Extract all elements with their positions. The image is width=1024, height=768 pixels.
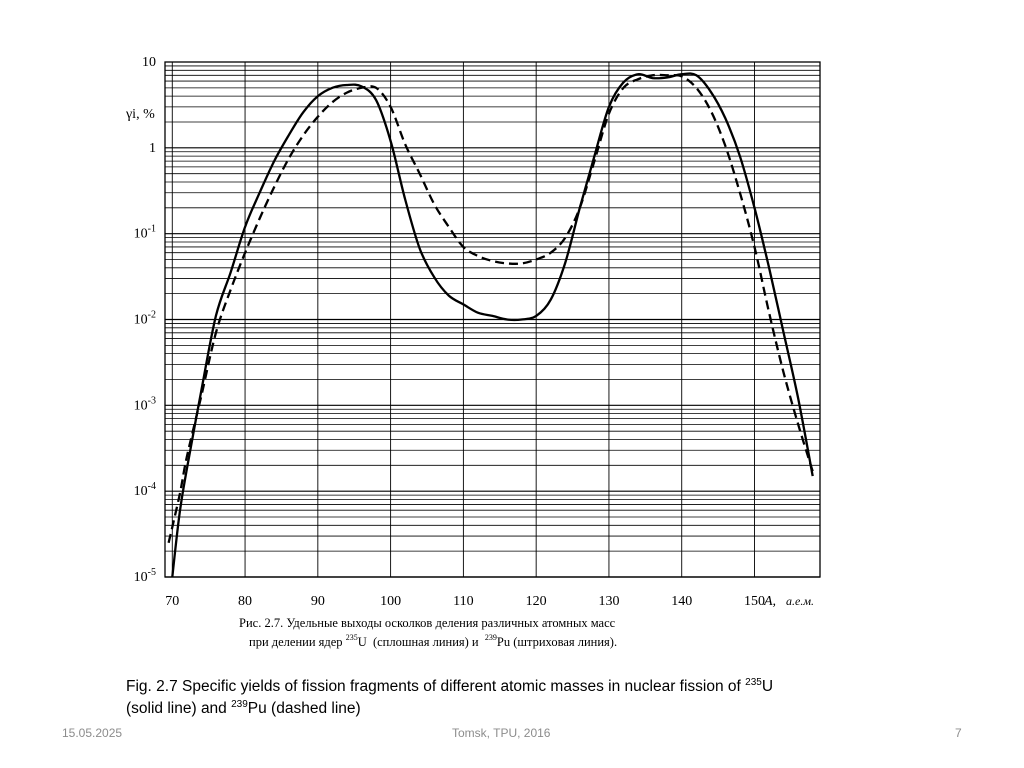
y-tick-label: 10-2 [134,310,156,328]
x-axis-unit: а.е.м. [786,594,814,608]
slide-number: 7 [955,726,962,740]
y-tick-label: 10-3 [134,395,156,413]
ru-isotope-pu-symbol: Pu [497,635,511,649]
x-tick-label: 70 [165,594,179,609]
ru-isotope-u-symbol: U [358,635,367,649]
en-caption-text-2: (solid line) and [126,700,232,717]
en-isotope-u-symbol: U [761,678,774,695]
ru-isotope-u-mass: 235 [346,633,358,642]
x-tick-labels: 70 80 90 100 110 120 130 140 150 [165,594,765,609]
footer-center: Tomsk, TPU, 2016 [452,726,551,740]
y-tick-label: 10-4 [134,481,156,499]
x-tick-label: 90 [311,594,325,609]
ru-caption-text-c: (штриховая линия). [510,635,617,649]
x-tick-label: 120 [526,594,547,609]
en-caption-text-1: Fig. 2.7 Specific yields of fission frag… [126,678,746,695]
x-tick-label: 130 [598,594,619,609]
en-isotope-u-mass: 235 [745,676,762,688]
y-tick-label: 10-5 [134,567,156,585]
footer-date: 15.05.2025 [62,726,123,740]
series-u235-solid-line [171,72,814,578]
ru-caption-line2: при делении ядер 235U (сплошная линия) и… [249,633,617,649]
chart-grid [164,61,821,578]
x-tick-label: 140 [671,594,692,609]
y-tick-label: 10-1 [134,224,156,242]
ru-caption-line1: Рис. 2.7. Удельные выходы осколков делен… [239,616,616,630]
y-axis-title: γi, % [125,107,155,122]
series-pu239-dashed-line [167,73,814,544]
x-tick-label: 110 [453,594,473,609]
x-tick-label: 150 [744,594,765,609]
ru-isotope-pu-mass: 239 [485,633,497,642]
chart-series [167,72,814,578]
y-tick-label: 1 [149,141,156,156]
x-axis-symbol: A, [763,594,776,609]
y-tick-labels: 10-5 10-4 10-3 10-2 10-1 1 10 [134,55,156,585]
x-tick-label: 80 [238,594,252,609]
plot-frame [164,61,821,578]
ru-caption-text-b: (сплошная линия) и [367,635,485,649]
ru-caption-text-a: при делении ядер [249,635,346,649]
x-tick-label: 100 [380,594,401,609]
en-isotope-pu-mass: 239 [231,698,248,710]
y-tick-label: 10 [142,55,156,70]
en-isotope-pu-label: Pu (dashed line) [247,700,361,717]
english-caption: Fig. 2.7 Specific yields of fission frag… [126,676,906,720]
